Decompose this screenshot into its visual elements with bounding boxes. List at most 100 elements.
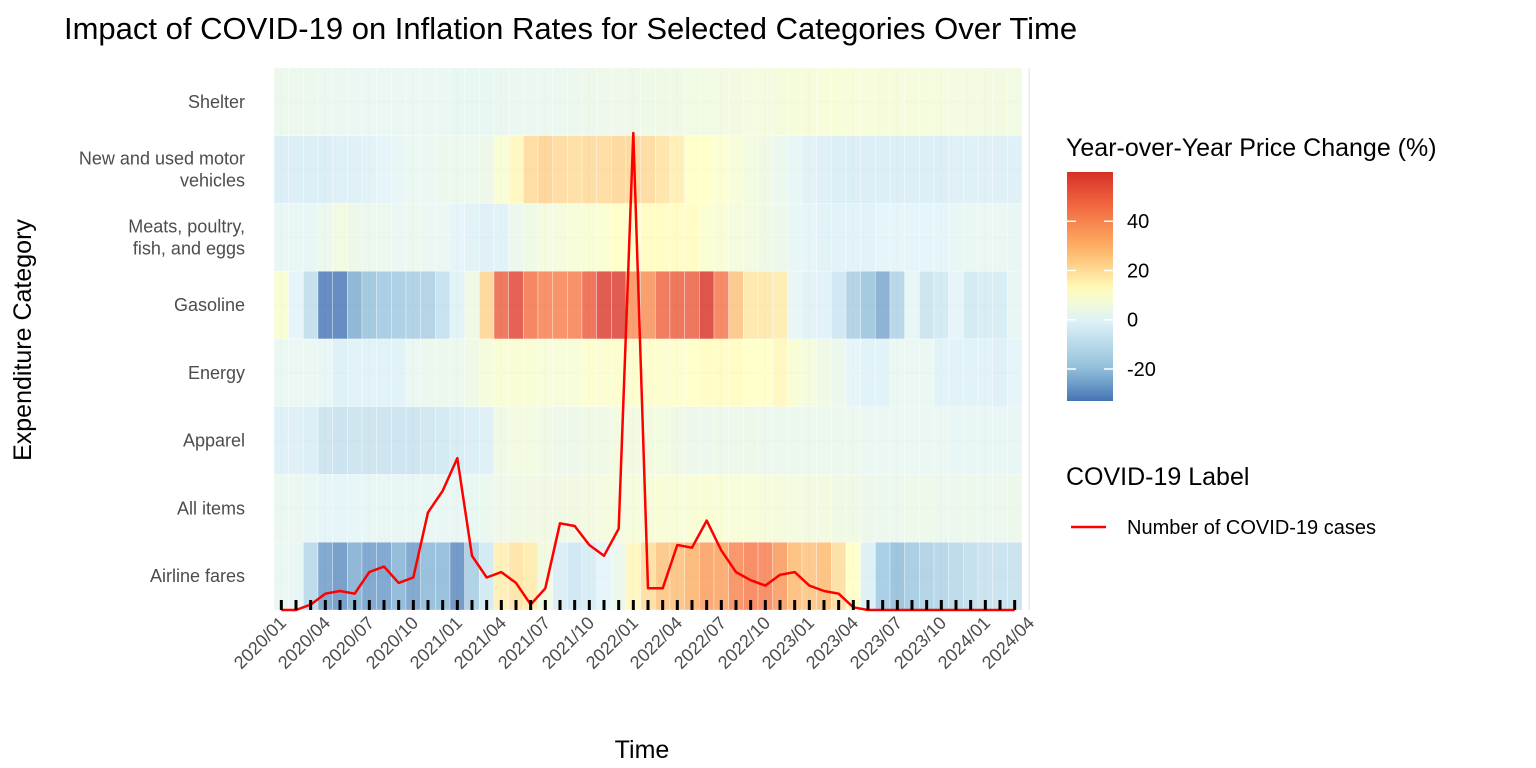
heatmap-cell <box>464 67 480 137</box>
heatmap-cell <box>699 270 715 340</box>
heatmap-cell <box>273 270 289 340</box>
x-axis-labels: 2020/012020/042020/072020/102021/012021/… <box>230 613 1038 673</box>
heatmap-cell <box>669 338 685 408</box>
x-axis-title: Time <box>615 736 670 764</box>
heatmap-cell <box>757 203 773 272</box>
heatmap-cell <box>596 67 612 137</box>
heatmap-cell <box>479 474 495 543</box>
heatmap-cell <box>933 135 949 204</box>
heatmap-cell <box>405 338 421 408</box>
heatmap-cell <box>1007 135 1023 204</box>
heatmap-cell <box>273 541 289 611</box>
heatmap-cell <box>523 203 539 272</box>
heatmap-cell <box>273 203 289 272</box>
heatmap-cell <box>757 406 773 475</box>
heatmap-cell <box>596 338 612 408</box>
heatmap-cell <box>317 135 333 204</box>
heatmap-cell <box>787 474 803 543</box>
heatmap-cell <box>537 541 553 611</box>
heatmap-cell <box>875 135 891 204</box>
heatmap-cell <box>728 67 744 137</box>
heatmap-cell <box>669 203 685 272</box>
heatmap-cell <box>948 541 964 611</box>
heatmap-cell <box>523 338 539 408</box>
heatmap-cell <box>391 203 407 272</box>
heatmap-cell <box>977 474 993 543</box>
heatmap-cell <box>537 203 553 272</box>
heatmap-cell <box>933 474 949 543</box>
heatmap-cell <box>581 270 597 340</box>
heatmap-cell <box>889 406 905 475</box>
heatmap-cell <box>288 203 304 272</box>
heatmap-cell <box>845 135 861 204</box>
heatmap-cell <box>1007 67 1023 137</box>
heatmap-cell <box>933 270 949 340</box>
heatmap-cell <box>537 474 553 543</box>
heatmap-cell <box>963 203 979 272</box>
heatmap-cell <box>567 203 583 272</box>
heatmap-cell <box>347 67 363 137</box>
heatmap-cell <box>1007 270 1023 340</box>
heatmap-cell <box>405 474 421 543</box>
heatmap-cell <box>567 270 583 340</box>
heatmap-cell <box>361 474 377 543</box>
heatmap-cell <box>801 474 817 543</box>
heatmap-cell <box>860 338 876 408</box>
heatmap-cell <box>479 338 495 408</box>
heatmap-cell <box>332 406 348 475</box>
heatmap-cell <box>963 67 979 137</box>
heatmap-cell <box>875 67 891 137</box>
y-axis-labels: Shelter New and used motor vehicles Meats, … <box>79 92 245 586</box>
heatmap-cell <box>919 338 935 408</box>
heatmap-cell <box>552 406 568 475</box>
heatmap-cell <box>552 135 568 204</box>
heatmap-cell <box>684 203 700 272</box>
heatmap-cell <box>845 67 861 137</box>
heatmap-cell <box>376 67 392 137</box>
heatmap-cell <box>332 203 348 272</box>
heatmap-cell <box>728 203 744 272</box>
heatmap-cell <box>904 338 920 408</box>
heatmap-cell <box>508 67 524 137</box>
heatmap-cell <box>391 474 407 543</box>
heatmap-cell <box>948 474 964 543</box>
heatmap-cell <box>273 338 289 408</box>
heatmap-cell <box>919 541 935 611</box>
heatmap-cell <box>347 135 363 204</box>
heatmap-cell <box>596 135 612 204</box>
heatmap-cell <box>552 474 568 543</box>
heatmap-cell <box>963 270 979 340</box>
heatmap-cell <box>743 203 759 272</box>
heatmap-cell <box>772 203 788 272</box>
heatmap-cell <box>743 270 759 340</box>
heatmap-cell <box>581 406 597 475</box>
heatmap-cell <box>288 270 304 340</box>
heatmap-cell <box>992 541 1008 611</box>
heatmap-cell <box>743 67 759 137</box>
heatmap-cell <box>728 338 744 408</box>
heatmap-cell <box>845 541 861 611</box>
heatmap-cell <box>919 135 935 204</box>
heatmap-cell <box>1007 338 1023 408</box>
heatmap-cell <box>948 67 964 137</box>
heatmap-cell <box>860 270 876 340</box>
heatmap-cell <box>493 406 509 475</box>
heatmap-cell <box>317 67 333 137</box>
heatmap-cell <box>816 474 832 543</box>
heatmap-cell <box>919 406 935 475</box>
heatmap-cell <box>655 338 671 408</box>
fill-legend-colorbar <box>1067 172 1113 401</box>
heatmap-cell <box>537 406 553 475</box>
heatmap-cell <box>347 474 363 543</box>
heatmap-cell <box>831 203 847 272</box>
heatmap-cell <box>933 406 949 475</box>
heatmap-cell <box>347 406 363 475</box>
heatmap-cell <box>449 338 465 408</box>
heatmap-cell <box>420 270 436 340</box>
heatmap-cell <box>317 338 333 408</box>
chart-title: Impact of COVID-19 on Inflation Rates fo… <box>64 11 1077 46</box>
heatmap-cell <box>596 270 612 340</box>
heatmap-cell <box>963 406 979 475</box>
heatmap-cell <box>376 135 392 204</box>
heatmap-cell <box>992 474 1008 543</box>
